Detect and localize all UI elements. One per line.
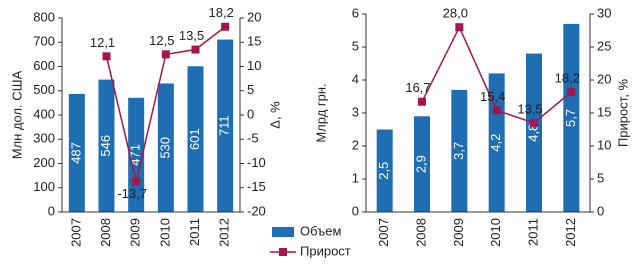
y2-tick-label: -5: [247, 131, 259, 146]
legend-swatch: [279, 248, 287, 256]
x-tick-label: 2008: [413, 218, 428, 247]
y-tick-label: 500: [33, 82, 55, 97]
line-marker: [191, 45, 200, 54]
y2-tick-label: 30: [597, 5, 611, 20]
bar-value-label: 530: [157, 137, 172, 159]
bar-value-label: 2,5: [376, 162, 391, 180]
y-tick-label: 700: [33, 34, 55, 49]
x-tick-label: 2010: [157, 218, 172, 247]
legend-swatch: [272, 227, 294, 237]
legend-label: Объем: [300, 223, 341, 238]
bar-value-label: 4,8: [525, 124, 540, 142]
y-tick-label: 600: [33, 58, 55, 73]
y-axis-label: Млн дол. США: [9, 70, 24, 159]
y2-tick-label: 5: [247, 82, 254, 97]
y2-tick-label: 20: [247, 9, 261, 24]
x-tick-label: 2012: [563, 218, 578, 247]
bar-value-label: 5,7: [563, 109, 578, 127]
y-tick-label: 6: [352, 5, 359, 20]
y2-tick-label: -10: [247, 155, 266, 170]
bar: [376, 129, 393, 212]
bar: [98, 79, 115, 212]
y2-tick-label: 0: [247, 106, 254, 121]
line-value-label: 28,0: [443, 6, 468, 21]
line-marker: [455, 23, 464, 32]
y2-tick-label: 25: [597, 38, 611, 53]
line-marker: [567, 87, 576, 96]
line-value-label: 13,5: [517, 101, 542, 116]
line-value-label: 12,5: [149, 33, 174, 48]
y-tick-label: 3: [352, 104, 359, 119]
bar-value-label: 601: [187, 128, 202, 150]
y2-tick-label: -15: [247, 179, 266, 194]
bar-value-label: 711: [217, 115, 232, 136]
y-tick-label: 200: [33, 155, 55, 170]
bar-value-label: 3,7: [451, 142, 466, 160]
x-tick-label: 2009: [451, 218, 466, 247]
y2-tick-label: 5: [597, 170, 604, 185]
y2-tick-label: 10: [597, 137, 611, 152]
y2-axis-label: Δ, %: [267, 101, 282, 129]
x-tick-label: 2007: [376, 218, 391, 247]
y-tick-label: 400: [33, 106, 55, 121]
x-tick-label: 2007: [68, 218, 83, 247]
y-tick-label: 2: [352, 137, 359, 152]
y-tick-label: 800: [33, 9, 55, 24]
x-tick-label: 2012: [217, 218, 232, 247]
bar: [217, 39, 234, 212]
bar-value-label: 546: [98, 135, 113, 157]
bar: [526, 53, 542, 212]
bar-value-label: 4,2: [488, 134, 503, 152]
x-tick-label: 2010: [488, 218, 503, 247]
line-marker: [161, 50, 170, 59]
line-marker: [102, 52, 111, 61]
y-tick-label: 5: [352, 38, 359, 53]
y-tick-label: 4: [352, 71, 359, 86]
bar: [68, 93, 85, 212]
line-value-label: 12,1: [90, 35, 115, 50]
bar: [451, 89, 468, 212]
y-tick-label: 0: [352, 203, 359, 218]
bar: [187, 66, 204, 212]
bar-value-label: 487: [68, 142, 83, 164]
x-tick-label: 2009: [128, 218, 143, 247]
line-marker: [132, 177, 141, 186]
bar-value-label: 2,9: [413, 155, 428, 173]
y2-tick-label: 15: [597, 104, 611, 119]
line-value-label: 18,2: [209, 5, 234, 20]
y-tick-label: 300: [33, 131, 55, 146]
line-value-label: 16,7: [405, 80, 430, 95]
line-marker: [530, 118, 538, 127]
y-tick-label: 0: [48, 203, 55, 218]
y-tick-label: 100: [33, 179, 55, 194]
x-tick-label: 2011: [525, 218, 540, 246]
legend-label: Прирост: [300, 243, 351, 258]
line-marker: [221, 22, 230, 31]
line-value-label: 18,2: [555, 70, 580, 85]
y2-tick-label: 0: [597, 203, 604, 218]
line-value-label: -13,7: [117, 186, 147, 201]
line-marker: [492, 106, 501, 115]
y2-tick-label: 10: [247, 58, 261, 73]
line-marker: [418, 97, 426, 106]
y-axis-label: Млрд грн.: [313, 83, 328, 142]
bar: [157, 83, 174, 212]
y2-tick-label: 15: [247, 34, 261, 49]
bar: [563, 23, 580, 213]
y-tick-label: 1: [352, 170, 359, 185]
bar: [414, 116, 430, 212]
y2-tick-label: -20: [247, 203, 266, 218]
line-value-label: 13,5: [179, 28, 204, 43]
x-tick-label: 2011: [187, 218, 202, 246]
y2-axis-label: Прирост, %: [615, 79, 630, 148]
y2-tick-label: 20: [597, 71, 611, 86]
x-tick-label: 2008: [98, 218, 113, 247]
line-value-label: 15,4: [480, 89, 505, 104]
